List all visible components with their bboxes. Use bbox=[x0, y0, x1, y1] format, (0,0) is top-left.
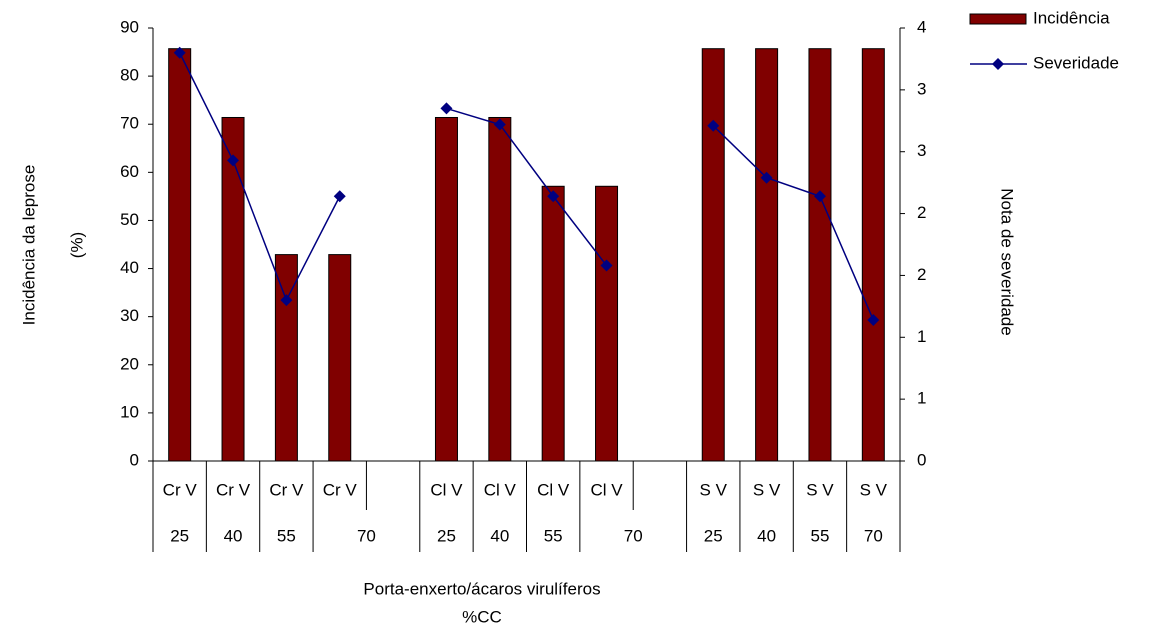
marker bbox=[227, 154, 240, 167]
y-tick-label: 0 bbox=[130, 450, 139, 469]
legend-label: Incidência bbox=[1033, 8, 1110, 27]
x-tick-label: Cl V bbox=[430, 480, 463, 499]
marker bbox=[493, 118, 506, 131]
x-subcategory-label: 40 bbox=[224, 526, 243, 545]
marker bbox=[280, 294, 293, 307]
bar bbox=[595, 185, 619, 462]
bar bbox=[488, 116, 512, 462]
bar bbox=[221, 116, 245, 462]
x-tick-label: Cr V bbox=[163, 480, 198, 499]
y2-tick-label: 2 bbox=[917, 265, 926, 284]
y2-tick-label: 1 bbox=[917, 327, 926, 346]
bar bbox=[541, 185, 565, 462]
line bbox=[712, 125, 875, 321]
x-subcategory-label: 55 bbox=[277, 526, 296, 545]
x-tick-label: S V bbox=[860, 480, 888, 499]
y-tick-label: 80 bbox=[120, 66, 139, 85]
y2-tick-label: 3 bbox=[917, 79, 926, 98]
x-subcategory-label: 70 bbox=[357, 526, 376, 545]
x-tick-label: Cl V bbox=[590, 480, 623, 499]
bar bbox=[274, 254, 298, 462]
legend-marker bbox=[992, 58, 1004, 70]
x-subcategory-label: 40 bbox=[757, 526, 776, 545]
x-axis-title: Porta-enxerto/ácaros virulíferos bbox=[363, 579, 600, 598]
marker bbox=[707, 119, 720, 132]
y-tick-label: 60 bbox=[120, 162, 139, 181]
bar bbox=[328, 254, 352, 462]
marker bbox=[867, 313, 880, 326]
x-subcategory-label: 25 bbox=[170, 526, 189, 545]
marker bbox=[333, 190, 346, 203]
line bbox=[446, 107, 608, 266]
x-tick-label: Cl V bbox=[484, 480, 517, 499]
x-subcategory-label: 70 bbox=[624, 526, 643, 545]
y-tick-label: 70 bbox=[120, 114, 139, 133]
x-tick-label: S V bbox=[806, 480, 834, 499]
y-axis-title-line: Incidência da leprose bbox=[19, 165, 38, 326]
x-subcategory-label: 25 bbox=[704, 526, 723, 545]
y2-tick-label: 3 bbox=[917, 141, 926, 160]
y-tick-label: 50 bbox=[120, 210, 139, 229]
legend-label: Severidade bbox=[1033, 53, 1119, 72]
y-axis-title: Incidência da leprose (%) bbox=[19, 165, 86, 326]
x-subcategory-label: 25 bbox=[437, 526, 456, 545]
x-tick-label: Cl V bbox=[537, 480, 570, 499]
x-tick-label: Cr V bbox=[216, 480, 251, 499]
y2-tick-label: 1 bbox=[917, 389, 926, 408]
y-axis-title-line: (%) bbox=[67, 232, 86, 258]
line bbox=[179, 52, 341, 303]
x-subcategory-label: 55 bbox=[544, 526, 563, 545]
marker bbox=[760, 171, 773, 184]
x-axis-title: %CC bbox=[462, 607, 502, 626]
bar bbox=[168, 48, 192, 462]
marker bbox=[173, 46, 186, 59]
bar bbox=[808, 48, 832, 462]
y-tick-label: 30 bbox=[120, 306, 139, 325]
marker bbox=[547, 190, 560, 203]
marker bbox=[440, 102, 453, 115]
marker bbox=[600, 259, 613, 272]
legend-swatch bbox=[969, 13, 1027, 25]
x-tick-label: S V bbox=[700, 480, 728, 499]
y-tick-label: 20 bbox=[120, 354, 139, 373]
bar bbox=[434, 116, 458, 462]
x-subcategory-label: 40 bbox=[490, 526, 509, 545]
bar bbox=[861, 48, 885, 462]
y-tick-label: 40 bbox=[120, 258, 139, 277]
x-tick-label: Cr V bbox=[323, 480, 358, 499]
marker bbox=[813, 190, 826, 203]
y2-tick-label: 0 bbox=[917, 450, 926, 469]
x-tick-label: S V bbox=[753, 480, 781, 499]
y-tick-label: 90 bbox=[120, 17, 139, 36]
y2-tick-label: 4 bbox=[917, 17, 926, 36]
x-subcategory-label: 55 bbox=[811, 526, 830, 545]
x-tick-label: Cr V bbox=[269, 480, 304, 499]
y2-axis-title: Nota de severidade bbox=[998, 188, 1017, 335]
y2-tick-label: 2 bbox=[917, 203, 926, 222]
bar bbox=[755, 48, 779, 462]
bar bbox=[701, 48, 725, 462]
y-tick-label: 10 bbox=[120, 402, 139, 421]
x-subcategory-label: 70 bbox=[864, 526, 883, 545]
